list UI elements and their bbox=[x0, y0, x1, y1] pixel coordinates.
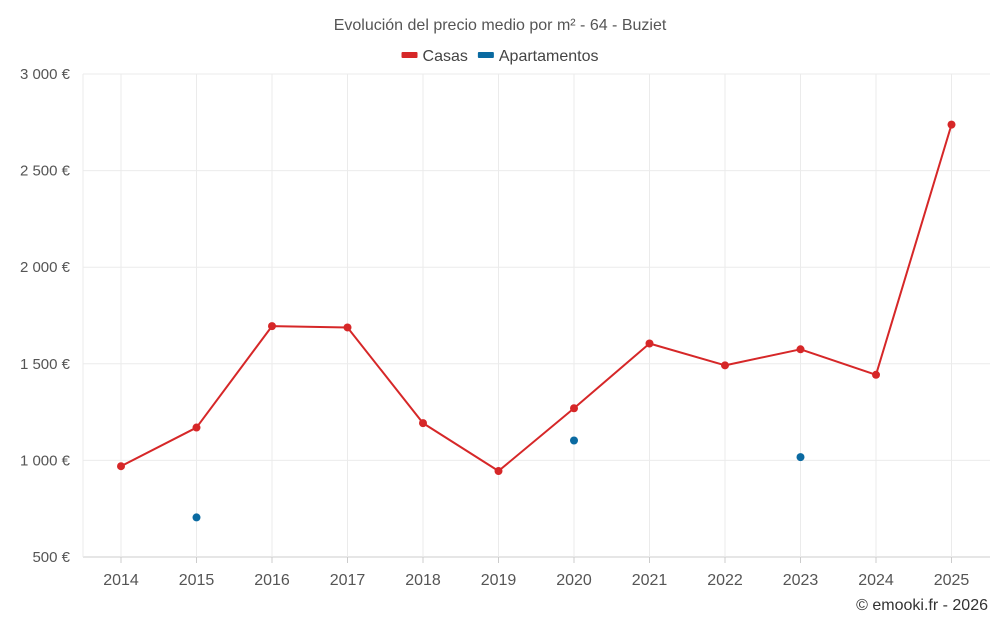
y-tick-label: 500 € bbox=[32, 549, 70, 566]
series-layer bbox=[117, 120, 956, 522]
x-tick-label: 2020 bbox=[556, 572, 592, 589]
y-axis-ticks: 500 € 1 000 € 1 500 € 2 000 € 2 500 € 3 000 € bbox=[20, 66, 71, 566]
y-gridlines bbox=[82, 73, 990, 558]
data-point bbox=[570, 436, 578, 445]
legend: Casas Apartamentos bbox=[401, 48, 599, 65]
x-tick-label: 2019 bbox=[481, 572, 517, 589]
data-point bbox=[645, 339, 654, 348]
y-tick-label: 2 500 € bbox=[20, 163, 71, 180]
x-tick-label: 2021 bbox=[632, 572, 668, 589]
y-tick-label: 1 000 € bbox=[20, 452, 71, 469]
legend-label: Casas bbox=[423, 48, 468, 65]
data-point bbox=[419, 419, 427, 428]
series-line bbox=[120, 124, 953, 473]
x-tick-label: 2017 bbox=[330, 572, 366, 589]
data-point bbox=[570, 404, 578, 413]
x-gridlines bbox=[120, 74, 952, 563]
legend-label: Apartamentos bbox=[499, 48, 599, 65]
y-tick-label: 1 500 € bbox=[20, 356, 71, 373]
x-tick-label: 2023 bbox=[783, 572, 819, 589]
data-point bbox=[343, 323, 352, 332]
x-tick-label: 2025 bbox=[934, 572, 970, 589]
data-point bbox=[872, 370, 880, 379]
data-point bbox=[947, 120, 956, 129]
legend-swatch bbox=[477, 52, 494, 58]
y-tick-label: 2 000 € bbox=[20, 259, 71, 276]
legend-item-casas[interactable]: Casas bbox=[401, 48, 468, 65]
legend-swatch bbox=[401, 52, 418, 58]
data-point bbox=[494, 467, 503, 476]
series-casas bbox=[117, 120, 956, 476]
y-tick-label: 3 000 € bbox=[20, 66, 71, 83]
x-tick-label: 2018 bbox=[405, 572, 441, 589]
credit-text: © emooki.fr - 2026 bbox=[856, 597, 988, 614]
data-point bbox=[268, 322, 276, 331]
x-tick-label: 2024 bbox=[858, 572, 894, 589]
chart-title: Evolución del precio medio por m² - 64 -… bbox=[334, 17, 667, 34]
data-point bbox=[192, 423, 201, 432]
data-point bbox=[721, 361, 729, 370]
data-point bbox=[796, 453, 805, 462]
x-tick-label: 2016 bbox=[254, 572, 290, 589]
x-tick-label: 2015 bbox=[179, 572, 215, 589]
legend-item-apartamentos[interactable]: Apartamentos bbox=[477, 48, 599, 65]
x-tick-label: 2022 bbox=[707, 572, 743, 589]
data-point bbox=[192, 513, 201, 522]
data-point bbox=[117, 462, 125, 471]
x-axis-ticks: 2014 2015 2016 2017 2018 2019 2020 2021 2022 2023… bbox=[103, 572, 969, 589]
x-tick-label: 2014 bbox=[103, 572, 139, 589]
data-point bbox=[796, 345, 805, 354]
series-apartamentos bbox=[192, 436, 805, 522]
